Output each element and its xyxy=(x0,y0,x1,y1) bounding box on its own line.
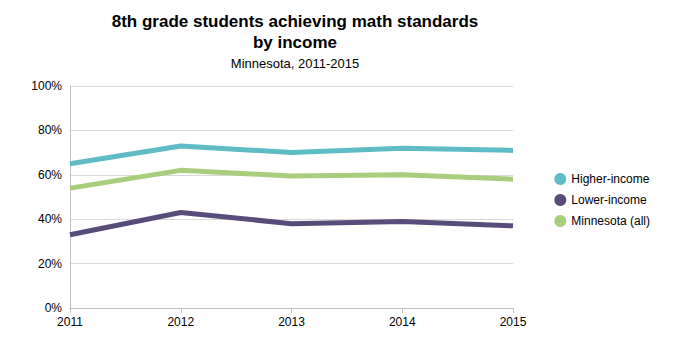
svg-text:20%: 20% xyxy=(38,257,62,271)
svg-text:80%: 80% xyxy=(38,123,62,137)
svg-text:0%: 0% xyxy=(45,301,63,315)
svg-text:2014: 2014 xyxy=(389,315,416,329)
svg-text:Minnesota, 2011-2015: Minnesota, 2011-2015 xyxy=(231,56,359,71)
svg-text:60%: 60% xyxy=(38,168,62,182)
svg-text:2015: 2015 xyxy=(500,315,527,329)
svg-text:2011: 2011 xyxy=(57,315,83,329)
svg-text:Higher-income: Higher-income xyxy=(571,172,649,186)
svg-text:2013: 2013 xyxy=(278,315,305,329)
svg-text:2012: 2012 xyxy=(167,315,194,329)
svg-text:by income: by income xyxy=(253,33,337,52)
svg-text:Lower-income: Lower-income xyxy=(571,193,647,207)
svg-text:40%: 40% xyxy=(38,212,62,226)
svg-text:8th grade students achieving m: 8th grade students achieving math standa… xyxy=(112,12,479,31)
svg-text:Minnesota (all): Minnesota (all) xyxy=(571,214,650,228)
svg-text:100%: 100% xyxy=(31,79,62,93)
